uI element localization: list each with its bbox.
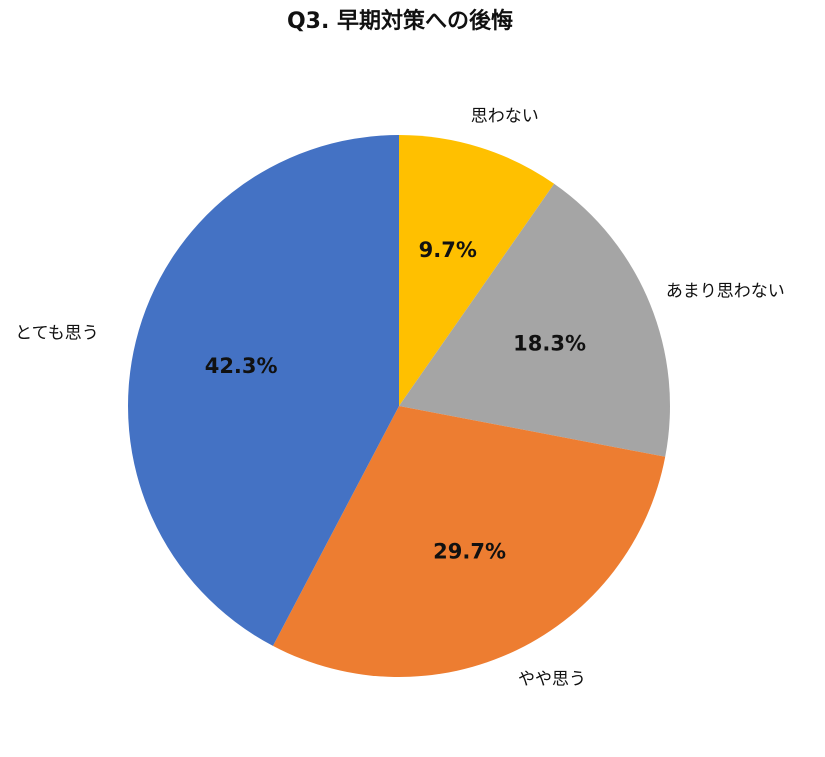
pie-slice [399,183,670,457]
data-label: 42.3% [205,354,278,378]
chart-title: Q3. 早期対策への後悔 [287,8,513,34]
pie-slice [399,135,555,406]
category-label: 思わない [471,106,539,126]
category-label: やや思う [518,669,586,689]
data-label: 9.7% [419,238,477,262]
data-label: 29.7% [433,539,506,563]
pie-slice [127,134,399,646]
data-label: 18.3% [513,332,586,356]
category-label: とても思う [15,323,99,343]
pie-slice [272,406,666,678]
category-label: あまり思わない [666,282,785,302]
